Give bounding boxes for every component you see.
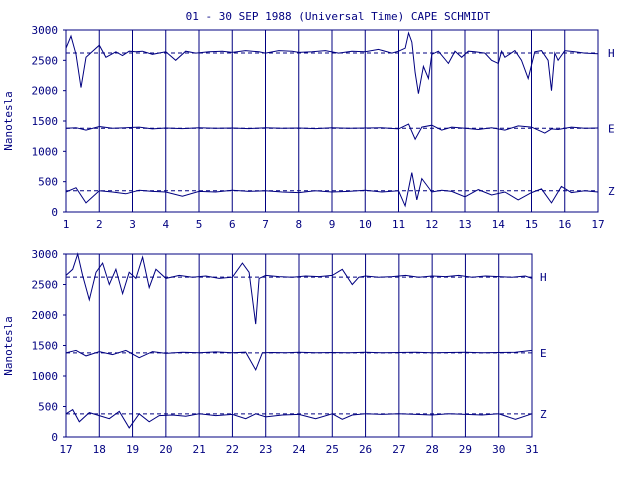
- x-tick-label: 28: [426, 443, 439, 456]
- x-tick-label: 15: [525, 218, 538, 231]
- y-tick-label: 1000: [32, 370, 59, 383]
- x-tick-label: 24: [292, 443, 306, 456]
- panel-2: 17 18 19 20 21 22 23 24 25 26 27 28 29 30 31 0 500 1000 15…: [2, 248, 547, 456]
- y-tick-label: 500: [38, 176, 58, 189]
- y-tick-label: 2500: [32, 279, 59, 292]
- x-tick-label: 22: [226, 443, 239, 456]
- y-tick-label: 2500: [32, 54, 59, 67]
- x-tick-label: 14: [492, 218, 506, 231]
- x-tick-label: 6: [229, 218, 236, 231]
- x-tick-label: 5: [196, 218, 203, 231]
- y-tick-label: 0: [51, 431, 58, 444]
- series-label-h: H: [608, 47, 615, 60]
- x-tick-label: 31: [525, 443, 538, 456]
- x-tick-label: 4: [162, 218, 169, 231]
- y-tick-label: 3000: [32, 24, 59, 37]
- x-tick-label: 11: [392, 218, 405, 231]
- x-tick-label: 20: [159, 443, 172, 456]
- x-tick-label: 12: [425, 218, 438, 231]
- series-h-line: [65, 31, 599, 94]
- y-tick-label: 1500: [32, 115, 59, 128]
- y-tick-label: 3000: [32, 248, 59, 261]
- x-tick-label: 25: [326, 443, 339, 456]
- x-tick-label: 9: [329, 218, 336, 231]
- x-tick-label: 23: [259, 443, 272, 456]
- y-tick-label: 2000: [32, 85, 59, 98]
- y-tick-label: 1000: [32, 145, 59, 158]
- x-tick-label: 27: [392, 443, 405, 456]
- x-tick-label: 3: [129, 218, 136, 231]
- plot-panels: 1 2 3 4 5 6 7 8 9 10 11 12 13 14 15 16 17050010001500200…: [2, 24, 615, 456]
- x-tick-label: 16: [558, 218, 571, 231]
- series-label-z: Z: [608, 185, 615, 198]
- chart-title: 01 - 30 SEP 1988 (Universal Time) CAPE S…: [186, 10, 491, 23]
- x-tick-label: 10: [359, 218, 372, 231]
- series-label-h: H: [540, 271, 547, 284]
- x-tick-label: 18: [93, 443, 106, 456]
- series-label-e: E: [540, 347, 547, 360]
- x-tick-label: 21: [193, 443, 206, 456]
- panel-1: 1 2 3 4 5 6 7 8 9 10 11 12 13 14 15 16 17050010001500200…: [2, 24, 615, 231]
- series-label-e: E: [608, 122, 615, 135]
- y-tick-label: 500: [38, 401, 58, 414]
- x-tick-label: 19: [126, 443, 139, 456]
- x-tick-label: 17: [59, 443, 72, 456]
- y-tick-label: 1500: [32, 340, 59, 353]
- x-tick-label: 1: [63, 218, 70, 231]
- series-label-z: Z: [540, 408, 547, 421]
- x-tick-label: 8: [295, 218, 302, 231]
- y-tick-label: 0: [51, 206, 58, 219]
- x-tick-label: 29: [459, 443, 472, 456]
- y-axis-label: Nanotesla: [2, 91, 15, 151]
- x-tick-label: 30: [492, 443, 505, 456]
- x-tick-label: 7: [262, 218, 269, 231]
- series-h-line: [65, 252, 533, 325]
- x-tick-label: 2: [96, 218, 103, 231]
- y-axis-label: Nanotesla: [2, 316, 15, 376]
- x-tick-label: 26: [359, 443, 372, 456]
- x-tick-label: 13: [458, 218, 471, 231]
- series-z-line: [65, 172, 599, 208]
- y-tick-label: 2000: [32, 309, 59, 322]
- series-z-line: [65, 408, 533, 429]
- series-e-line: [65, 349, 533, 372]
- x-tick-label: 17: [591, 218, 604, 231]
- series-e-line: [65, 123, 599, 141]
